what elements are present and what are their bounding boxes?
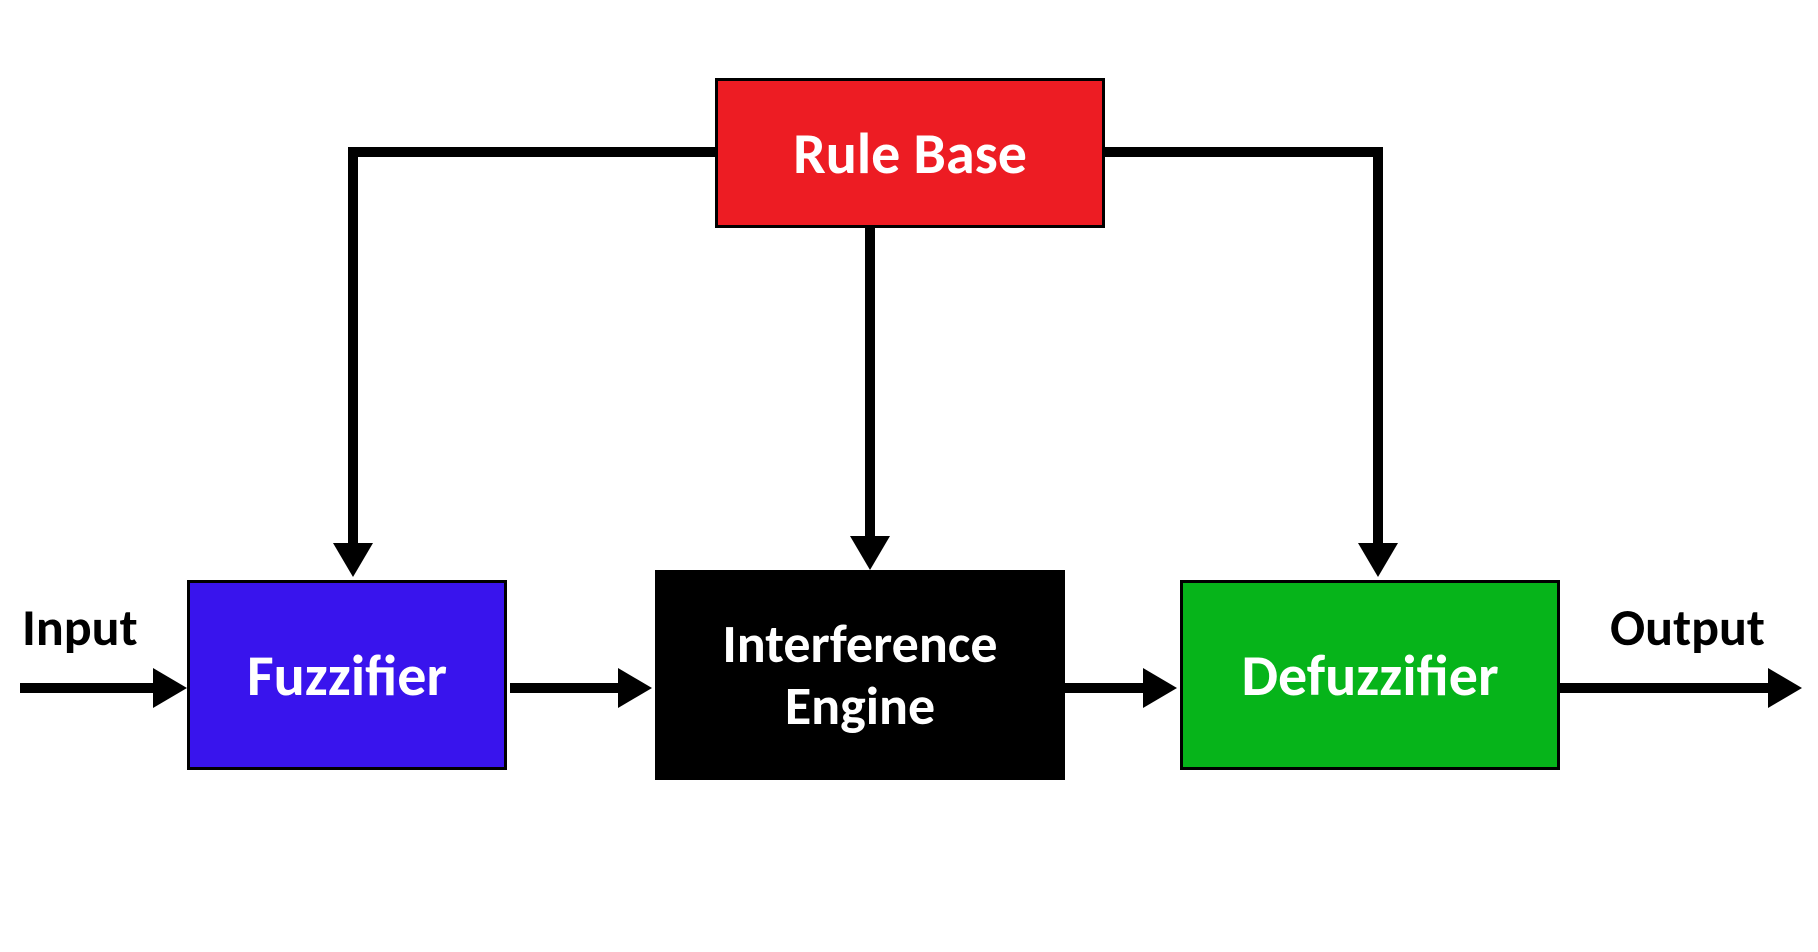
- node-interference-engine: Interference Engine: [655, 570, 1065, 780]
- node-fuzzifier: Fuzzifier: [187, 580, 507, 770]
- node-rule-base: Rule Base: [715, 78, 1105, 228]
- edge-rulebase-fuzzifier: [353, 152, 715, 565]
- node-interference-engine-label: Interference Engine: [722, 613, 997, 737]
- node-fuzzifier-label: Fuzzifier: [247, 640, 447, 711]
- node-defuzzifier-label: Defuzzifier: [1241, 640, 1498, 711]
- node-defuzzifier: Defuzzifier: [1180, 580, 1560, 770]
- label-input: Input: [22, 595, 138, 659]
- label-output: Output: [1610, 595, 1765, 659]
- fuzzy-logic-diagram: Rule Base Fuzzifier Interference Engine …: [0, 0, 1818, 952]
- node-rule-base-label: Rule Base: [793, 118, 1027, 189]
- edge-rulebase-defuzzifier: [1105, 152, 1378, 565]
